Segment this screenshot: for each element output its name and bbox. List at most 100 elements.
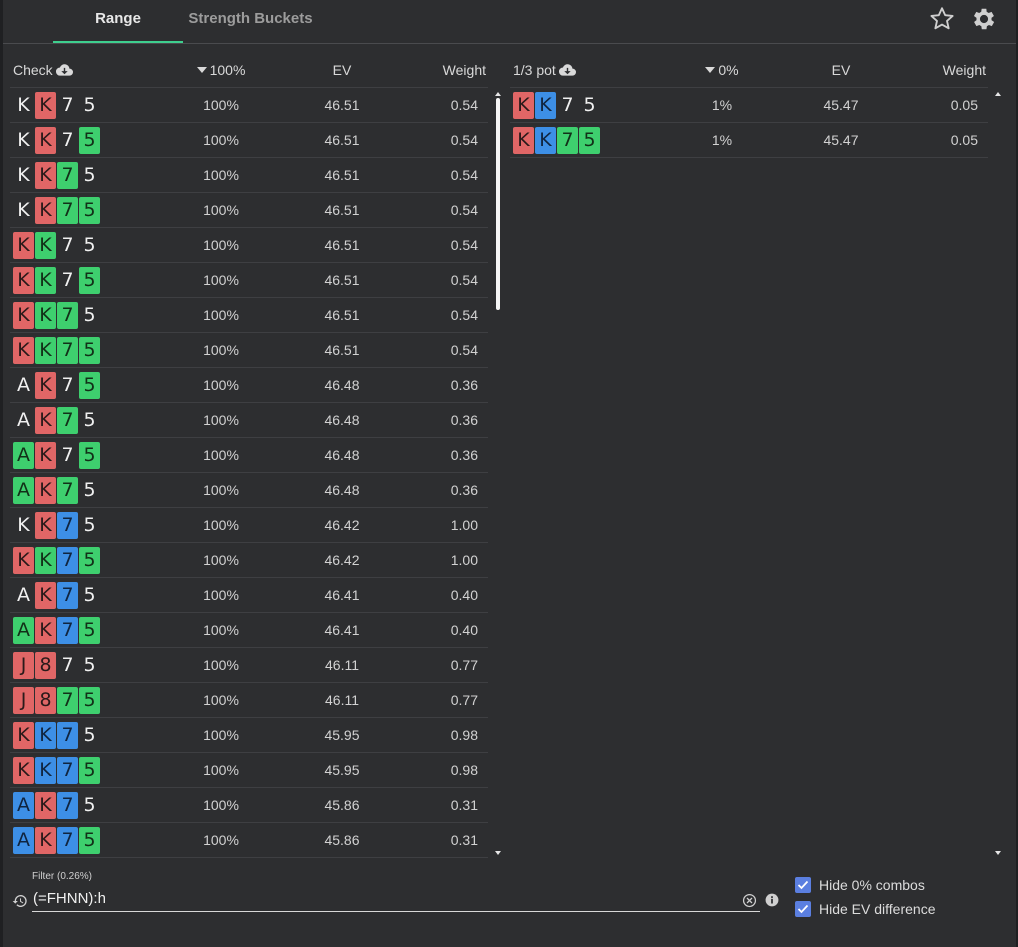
playing-card: 7 xyxy=(57,407,78,434)
table-row[interactable]: J 8 7 5 100% 46.11 0.77 xyxy=(10,648,488,683)
ev-cell: 46.51 xyxy=(324,97,360,113)
weight-header[interactable]: Weight xyxy=(942,62,986,78)
playing-card: 5 xyxy=(83,794,96,816)
star-icon[interactable] xyxy=(928,5,956,33)
gear-icon[interactable] xyxy=(970,5,998,33)
table-body: K K 7 5 1% 45.47 0.05 K K 7 5 1% 45.47 0.05 xyxy=(510,88,988,158)
table-row[interactable]: A K 7 5 100% 45.86 0.31 xyxy=(10,788,488,823)
table-row[interactable]: K K 7 5 100% 45.95 0.98 xyxy=(10,753,488,788)
weight-cell: 0.05 xyxy=(950,132,978,148)
scroll-up-arrow[interactable] xyxy=(495,92,501,96)
playing-card: 5 xyxy=(79,442,100,469)
table-row[interactable]: K K 7 5 100% 46.51 0.54 xyxy=(10,123,488,158)
table-row[interactable]: K K 7 5 100% 46.51 0.54 xyxy=(10,228,488,263)
table-row[interactable]: A K 7 5 100% 46.41 0.40 xyxy=(10,578,488,613)
cloud-download-icon[interactable] xyxy=(558,63,576,77)
weight-cell: 0.54 xyxy=(450,272,478,288)
filter-input[interactable] xyxy=(32,886,760,912)
playing-card: 7 xyxy=(57,512,78,539)
playing-card: 7 xyxy=(61,269,74,291)
frequency-header[interactable]: 0% xyxy=(677,62,767,78)
table-row[interactable]: A K 7 5 100% 46.48 0.36 xyxy=(10,438,488,473)
ev-cell: 46.51 xyxy=(324,132,360,148)
ev-cell: 46.48 xyxy=(324,412,360,428)
playing-card: K xyxy=(35,162,56,189)
ev-cell: 46.11 xyxy=(325,657,359,673)
playing-card: K xyxy=(35,442,56,469)
ev-header[interactable]: EV xyxy=(831,62,851,78)
scrollbar-thumb[interactable] xyxy=(496,98,500,310)
frequency-cell: 100% xyxy=(203,272,239,288)
table-row[interactable]: K K 7 5 100% 45.95 0.98 xyxy=(10,718,488,753)
ev-header[interactable]: EV xyxy=(332,62,352,78)
table-row[interactable]: K K 7 5 100% 46.51 0.54 xyxy=(10,88,488,123)
playing-card: K xyxy=(513,92,534,119)
playing-card: K xyxy=(35,827,56,854)
ev-cell: 46.11 xyxy=(325,692,359,708)
tab-strength-buckets[interactable]: Strength Buckets xyxy=(188,10,313,27)
playing-card: 5 xyxy=(79,372,100,399)
ev-cell: 46.41 xyxy=(324,587,360,603)
table-row[interactable]: K K 7 5 1% 45.47 0.05 xyxy=(510,88,988,123)
ev-cell: 46.51 xyxy=(324,167,360,183)
action-header[interactable]: Check xyxy=(13,62,73,78)
info-icon[interactable] xyxy=(765,893,779,907)
playing-card: K xyxy=(17,514,30,536)
hide-zero-combos-checkbox[interactable]: Hide 0% combos xyxy=(795,876,925,894)
table-row[interactable]: K K 7 5 100% 46.51 0.54 xyxy=(10,298,488,333)
weight-cell: 0.54 xyxy=(450,202,478,218)
scroll-down-arrow[interactable] xyxy=(495,851,501,855)
playing-card: 7 xyxy=(61,129,74,151)
hide-ev-difference-checkbox[interactable]: Hide EV difference xyxy=(795,900,935,918)
sort-desc-icon xyxy=(196,67,207,73)
playing-card: 7 xyxy=(61,654,74,676)
table-row[interactable]: K K 7 5 100% 46.42 1.00 xyxy=(10,508,488,543)
check-range-table: Check 100% EV Weight K K 7 5 100% 46.51 0.54 K K… xyxy=(10,56,488,858)
playing-card: 5 xyxy=(83,514,96,536)
table-row[interactable]: K K 7 5 100% 46.51 0.54 xyxy=(10,193,488,228)
table-row[interactable]: K K 7 5 100% 46.51 0.54 xyxy=(10,263,488,298)
frequency-cell: 1% xyxy=(711,97,733,113)
table-row[interactable]: A K 7 5 100% 46.41 0.40 xyxy=(10,613,488,648)
weight-header[interactable]: Weight xyxy=(442,62,486,78)
playing-card: 5 xyxy=(79,267,100,294)
tab-range[interactable]: Range xyxy=(53,0,183,43)
checkbox-checked-icon[interactable] xyxy=(795,901,811,917)
playing-card: K xyxy=(35,792,56,819)
frequency-header[interactable]: 100% xyxy=(176,62,266,78)
frequency-cell: 100% xyxy=(203,727,239,743)
history-icon[interactable] xyxy=(12,893,28,909)
frequency-cell: 100% xyxy=(203,202,239,218)
table-row[interactable]: K K 7 5 1% 45.47 0.05 xyxy=(510,123,988,158)
playing-card: K xyxy=(35,617,56,644)
checkbox-checked-icon[interactable] xyxy=(795,877,811,893)
playing-card: 8 xyxy=(35,652,56,679)
playing-card: K xyxy=(35,197,56,224)
table-row[interactable]: K K 7 5 100% 46.42 1.00 xyxy=(10,543,488,578)
table-row[interactable]: K K 7 5 100% 46.51 0.54 xyxy=(10,158,488,193)
table-row[interactable]: A K 7 5 100% 45.86 0.31 xyxy=(10,823,488,858)
table-row[interactable]: A K 7 5 100% 46.48 0.36 xyxy=(10,403,488,438)
cloud-download-icon[interactable] xyxy=(55,63,73,77)
playing-card: K xyxy=(535,127,556,154)
clear-circle-icon[interactable] xyxy=(742,893,757,908)
table-row[interactable]: A K 7 5 100% 46.48 0.36 xyxy=(10,368,488,403)
weight-cell: 0.54 xyxy=(450,167,478,183)
playing-card: K xyxy=(35,582,56,609)
playing-card: 5 xyxy=(79,127,100,154)
table-row[interactable]: K K 7 5 100% 46.51 0.54 xyxy=(10,333,488,368)
playing-card: 5 xyxy=(79,197,100,224)
action-header[interactable]: 1/3 pot xyxy=(513,62,576,78)
playing-card: K xyxy=(13,722,34,749)
table-row[interactable]: J 8 7 5 100% 46.11 0.77 xyxy=(10,683,488,718)
scroll-up-arrow[interactable] xyxy=(995,92,1001,96)
table-row[interactable]: A K 7 5 100% 46.48 0.36 xyxy=(10,473,488,508)
frequency-cell: 100% xyxy=(203,587,239,603)
ev-cell: 45.86 xyxy=(324,832,360,848)
frequency-cell: 100% xyxy=(203,97,239,113)
scroll-down-arrow[interactable] xyxy=(995,851,1001,855)
